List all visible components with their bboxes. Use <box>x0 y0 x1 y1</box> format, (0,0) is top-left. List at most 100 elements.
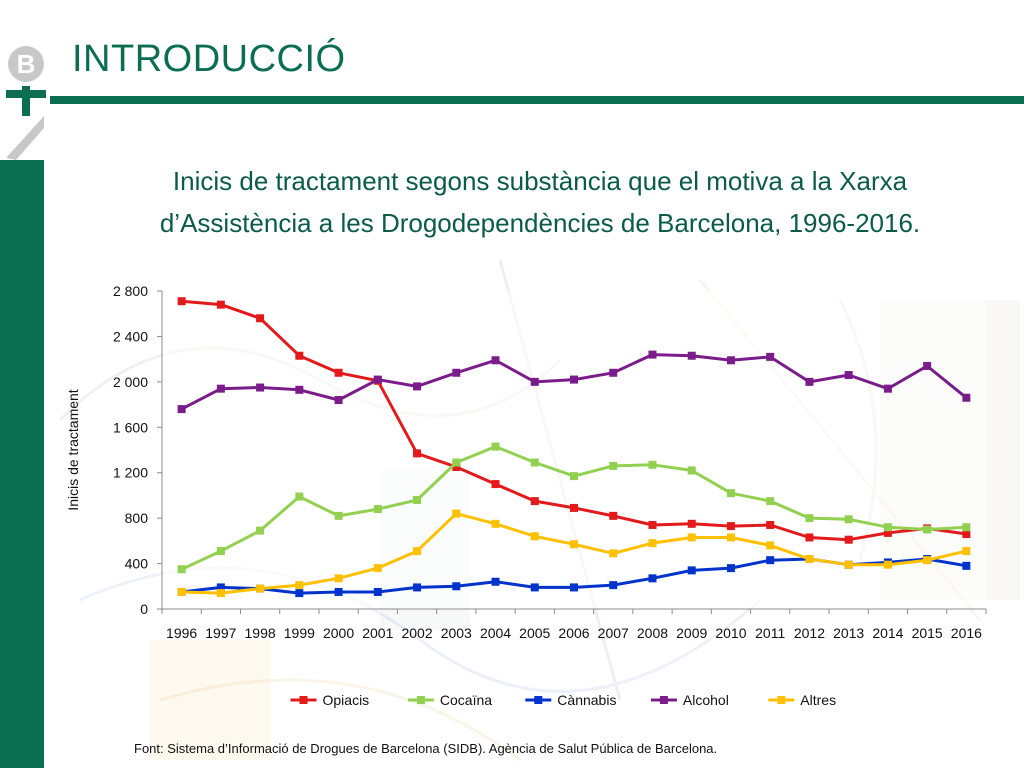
data-point-alcohol <box>216 384 225 393</box>
data-point-altres <box>216 589 225 598</box>
data-point-cannabis <box>962 561 971 570</box>
data-point-altres <box>844 560 853 569</box>
data-point-alcohol <box>844 371 853 380</box>
x-tick-label: 1996 <box>166 625 197 641</box>
data-point-cocaina <box>491 442 500 451</box>
data-point-opiacis <box>648 520 657 529</box>
data-point-cocaina <box>295 492 304 501</box>
data-point-cocaina <box>648 460 657 469</box>
x-tick-label: 2003 <box>441 625 472 641</box>
data-point-opiacis <box>491 480 500 489</box>
y-tick-label: 800 <box>125 510 149 526</box>
data-point-alcohol <box>805 377 814 386</box>
data-point-alcohol <box>923 361 932 370</box>
legend-label-opiacis: Opiacis <box>323 692 370 708</box>
data-point-altres <box>491 519 500 528</box>
data-point-cocaina <box>452 458 461 467</box>
data-point-cannabis <box>687 566 696 575</box>
x-tick-label: 2008 <box>637 625 668 641</box>
chart-title-line-2: d’Assistència a les Drogodependències de… <box>159 208 921 238</box>
y-tick-label: 2 000 <box>113 374 148 390</box>
data-point-cocaina <box>413 495 422 504</box>
x-tick-label: 2014 <box>872 625 903 641</box>
data-point-opiacis <box>844 535 853 544</box>
data-point-cocaina <box>256 526 265 535</box>
data-point-opiacis <box>334 368 343 377</box>
data-point-cannabis <box>295 589 304 598</box>
data-point-alcohol <box>177 405 186 414</box>
data-point-altres <box>726 533 735 542</box>
data-point-opiacis <box>413 449 422 458</box>
data-point-altres <box>923 556 932 565</box>
legend-label-alcohol: Alcohol <box>683 692 729 708</box>
data-point-altres <box>295 581 304 590</box>
data-point-cocaina <box>923 525 932 534</box>
logo-letter: B <box>17 49 36 79</box>
data-point-cannabis <box>530 583 539 592</box>
data-point-opiacis <box>766 520 775 529</box>
x-tick-label: 2015 <box>912 625 943 641</box>
x-tick-label: 2004 <box>480 625 511 641</box>
x-tick-label: 2009 <box>676 625 707 641</box>
data-point-altres <box>766 541 775 550</box>
x-tick-label: 2010 <box>715 625 746 641</box>
title-rule <box>50 96 1024 104</box>
data-point-opiacis <box>609 511 618 520</box>
data-point-opiacis <box>530 497 539 506</box>
data-point-altres <box>177 587 186 596</box>
data-point-altres <box>883 560 892 569</box>
data-point-opiacis <box>570 503 578 512</box>
y-tick-label: 1 600 <box>113 419 148 435</box>
data-point-cannabis <box>413 583 422 592</box>
data-point-cocaina <box>883 523 892 532</box>
source-note: Font: Sistema d’Informació de Drogues de… <box>134 741 718 756</box>
data-point-alcohol <box>373 375 382 384</box>
x-tick-label: 2002 <box>401 625 432 641</box>
data-point-altres <box>570 540 578 549</box>
legend-label-cannabis: Cànnabis <box>557 692 616 708</box>
data-point-opiacis <box>883 528 892 537</box>
x-tick-label: 2006 <box>558 625 589 641</box>
data-point-cannabis <box>452 582 461 591</box>
data-point-cocaina <box>530 458 539 467</box>
data-point-alcohol <box>452 368 461 377</box>
x-tick-label: 2000 <box>323 625 354 641</box>
data-point-alcohol <box>766 352 775 361</box>
data-point-cannabis <box>570 583 578 592</box>
brand-logo: B <box>6 46 46 160</box>
chart-title: Inicis de tractament segons substància q… <box>110 160 970 244</box>
data-point-cannabis <box>334 587 343 596</box>
data-point-alcohol <box>962 393 971 402</box>
data-point-opiacis <box>177 297 186 306</box>
data-point-alcohol <box>295 385 304 394</box>
x-tick-label: 1999 <box>284 625 315 641</box>
data-point-alcohol <box>530 377 539 386</box>
legend-marker-opiacis <box>299 696 308 704</box>
data-point-opiacis <box>687 519 696 528</box>
legend-marker-alcohol <box>659 696 668 704</box>
data-point-altres <box>609 549 618 558</box>
x-tick-label: 2007 <box>598 625 629 641</box>
data-point-cocaina <box>177 565 186 574</box>
y-tick-label: 2 400 <box>113 328 148 344</box>
data-point-cocaina <box>805 514 814 523</box>
data-point-alcohol <box>883 384 892 393</box>
data-point-opiacis <box>256 314 265 323</box>
data-point-alcohol <box>334 396 343 405</box>
y-tick-label: 0 <box>140 601 148 617</box>
data-point-alcohol <box>687 351 696 360</box>
legend-marker-cannabis <box>534 696 543 704</box>
data-point-altres <box>452 509 461 518</box>
data-point-altres <box>530 532 539 541</box>
data-point-altres <box>805 555 814 564</box>
x-tick-label: 2012 <box>794 625 825 641</box>
data-point-cannabis <box>609 581 618 590</box>
data-point-altres <box>648 539 657 548</box>
data-point-alcohol <box>609 368 618 377</box>
data-point-opiacis <box>962 530 971 539</box>
data-point-alcohol <box>648 350 657 359</box>
data-point-cannabis <box>491 577 500 586</box>
legend-marker-cocaina <box>416 696 425 704</box>
data-point-cocaina <box>334 511 343 520</box>
